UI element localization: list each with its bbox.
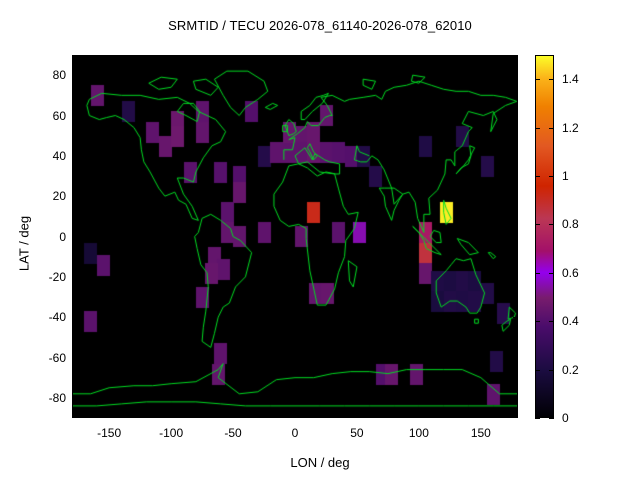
colorbar-tick-label-0: 0 bbox=[562, 411, 569, 425]
y-tick-right-6 bbox=[513, 155, 518, 157]
colorbar-tick-left-1 bbox=[535, 369, 540, 371]
y-tick-right-8 bbox=[513, 75, 518, 77]
x-tick-top-4 bbox=[356, 55, 358, 60]
x-tick-label-1: -100 bbox=[159, 426, 184, 440]
y-tick-3 bbox=[72, 276, 77, 278]
colorbar-tick-right-7 bbox=[549, 79, 554, 81]
y-tick-right-0 bbox=[513, 397, 518, 399]
x-axis-title: LON / deg bbox=[290, 455, 350, 470]
y-tick-label-7: 60 bbox=[52, 108, 66, 123]
x-tick-1 bbox=[171, 413, 173, 418]
colorbar-tick-left-2 bbox=[535, 321, 540, 323]
colorbar-tick-label-6: 1.2 bbox=[562, 120, 579, 135]
x-tick-label-2: -50 bbox=[224, 426, 242, 440]
x-tick-top-2 bbox=[233, 55, 235, 60]
colorbar-tick-label-4: 0.8 bbox=[562, 217, 579, 232]
x-tick-top-3 bbox=[295, 55, 296, 60]
colorbar-tick-right-3 bbox=[549, 272, 554, 274]
y-tick-label-1: -60 bbox=[48, 350, 66, 365]
colorbar bbox=[535, 55, 554, 419]
colorbar-tick-label-5: 1 bbox=[562, 169, 569, 183]
y-tick-8 bbox=[72, 75, 77, 77]
coastline-layer bbox=[72, 55, 518, 418]
y-tick-right-1 bbox=[513, 357, 518, 359]
colorbar-tick-right-0 bbox=[549, 418, 554, 419]
y-tick-label-0: -80 bbox=[48, 390, 66, 405]
colorbar-tick-label-2: 0.4 bbox=[562, 314, 579, 329]
x-tick-top-0 bbox=[109, 55, 111, 60]
colorbar-tick-left-0 bbox=[535, 418, 540, 419]
y-tick-4 bbox=[72, 236, 77, 238]
y-tick-right-4 bbox=[513, 236, 518, 238]
chart-title: SRMTID / TECU 2026-078_61140-2026-078_62… bbox=[168, 18, 472, 33]
colorbar-tick-label-1: 0.2 bbox=[562, 362, 579, 377]
colorbar-tick-left-7 bbox=[535, 79, 540, 81]
colorbar-tick-label-7: 1.4 bbox=[562, 72, 579, 87]
y-tick-7 bbox=[72, 115, 77, 117]
colorbar-tick-right-4 bbox=[549, 224, 554, 226]
x-tick-5 bbox=[418, 413, 420, 418]
y-tick-label-8: 80 bbox=[52, 68, 66, 83]
colorbar-tick-left-5 bbox=[535, 176, 540, 177]
y-tick-right-3 bbox=[513, 276, 518, 278]
colorbar-tick-right-1 bbox=[549, 369, 554, 371]
colorbar-tick-left-6 bbox=[535, 127, 540, 129]
colorbar-tick-label-3: 0.6 bbox=[562, 265, 579, 280]
x-tick-4 bbox=[356, 413, 358, 418]
x-tick-label-4: 50 bbox=[350, 426, 364, 440]
colorbar-tick-left-4 bbox=[535, 224, 540, 226]
y-tick-5 bbox=[72, 196, 77, 198]
y-tick-right-2 bbox=[513, 317, 518, 319]
x-tick-label-0: -150 bbox=[97, 426, 122, 440]
y-tick-label-5: 20 bbox=[52, 189, 66, 204]
y-tick-right-5 bbox=[513, 196, 518, 198]
x-tick-top-5 bbox=[418, 55, 420, 60]
y-tick-label-2: -40 bbox=[48, 310, 66, 325]
y-tick-label-3: -20 bbox=[48, 269, 66, 284]
plot-area bbox=[72, 55, 518, 418]
y-tick-label-6: 40 bbox=[52, 148, 66, 163]
y-tick-label-4: 0 bbox=[59, 229, 66, 244]
colorbar-gradient bbox=[535, 55, 554, 418]
x-tick-label-6: 150 bbox=[470, 426, 491, 440]
x-tick-label-5: 100 bbox=[408, 426, 429, 440]
x-tick-2 bbox=[233, 413, 235, 418]
x-tick-3 bbox=[295, 413, 296, 418]
colorbar-tick-right-2 bbox=[549, 321, 554, 323]
colorbar-tick-right-5 bbox=[549, 176, 554, 177]
x-tick-6 bbox=[480, 413, 482, 418]
colorbar-tick-right-6 bbox=[549, 127, 554, 129]
x-tick-top-1 bbox=[171, 55, 173, 60]
y-axis-title: LAT / deg bbox=[16, 215, 32, 272]
y-tick-right-7 bbox=[513, 115, 518, 117]
y-tick-0 bbox=[72, 397, 77, 399]
y-tick-2 bbox=[72, 317, 77, 319]
y-tick-6 bbox=[72, 155, 77, 157]
colorbar-tick-left-3 bbox=[535, 272, 540, 274]
x-tick-0 bbox=[109, 413, 111, 418]
x-tick-top-6 bbox=[480, 55, 482, 60]
x-tick-label-3: 0 bbox=[291, 426, 299, 440]
y-tick-1 bbox=[72, 357, 77, 359]
